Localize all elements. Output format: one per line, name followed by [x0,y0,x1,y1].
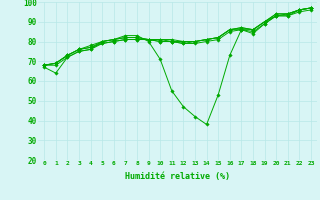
X-axis label: Humidité relative (%): Humidité relative (%) [125,172,230,181]
